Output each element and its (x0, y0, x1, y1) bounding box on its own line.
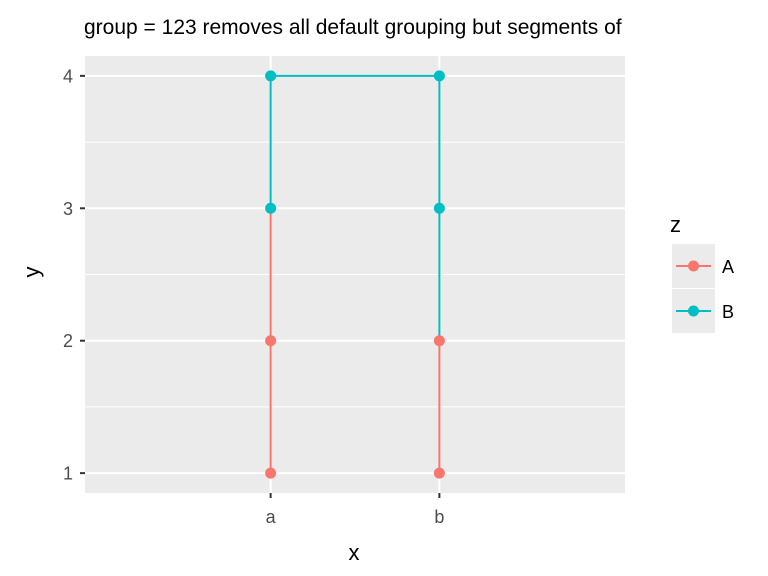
x-axis-title: x (349, 540, 360, 565)
data-point (433, 467, 445, 479)
data-point (265, 70, 277, 82)
y-tick-label: 2 (63, 331, 73, 351)
data-point (433, 70, 445, 82)
data-segments (269, 74, 441, 474)
y-tick-label: 1 (63, 464, 73, 484)
legend-key-point (688, 305, 699, 317)
legend-title: z (670, 212, 681, 237)
x-tick-label: a (266, 507, 277, 527)
data-point (265, 202, 277, 214)
legend-key-point (688, 260, 699, 272)
data-point (265, 467, 277, 479)
legend-label: B (722, 302, 734, 322)
x-tick-label: b (434, 507, 444, 527)
y-axis-title: y (19, 267, 44, 278)
data-points (265, 70, 445, 479)
y-tick-label: 4 (63, 66, 73, 86)
data-point (265, 335, 277, 347)
axis-ticks: 1 2 3 4 a b (63, 66, 444, 527)
data-point (433, 335, 445, 347)
y-tick-label: 3 (63, 199, 73, 219)
legend-label: A (722, 257, 734, 277)
data-point (433, 202, 445, 214)
legend: z A B (670, 212, 734, 333)
chart-title: group = 123 removes all default grouping… (84, 16, 622, 39)
